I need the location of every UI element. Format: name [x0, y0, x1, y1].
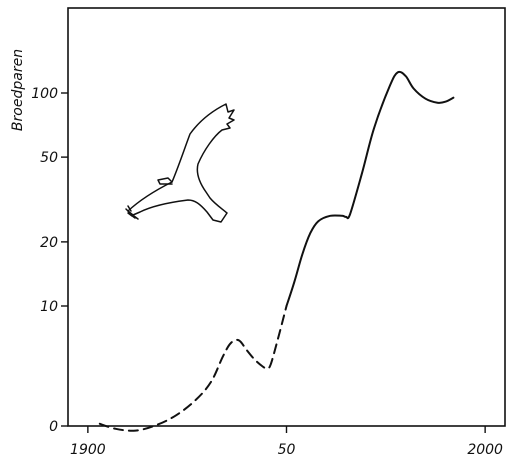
y-axis-title: Broedparen [10, 49, 26, 131]
x-tick-label-0: 1900 [70, 442, 106, 458]
x-tick-label-2: 2000 [467, 442, 503, 458]
y-tick-labels: 0 10 20 50 100 [31, 86, 58, 435]
y-tick-label-3: 50 [40, 150, 58, 166]
tick-group [61, 92, 486, 433]
y-tick-label-2: 20 [40, 235, 58, 251]
series-line-0-dashed [98, 305, 288, 432]
series-layer [98, 70, 455, 432]
x-tick-label-1: 50 [278, 442, 296, 458]
x-tick-labels: 1900 50 2000 [70, 442, 503, 458]
y-tick-label-4: 100 [31, 86, 58, 102]
y-tick-label-1: 10 [40, 299, 58, 315]
bird-of-prey-silhouette [125, 103, 235, 223]
series-line-1-solid [285, 70, 455, 307]
y-tick-label-0: 0 [49, 419, 58, 435]
